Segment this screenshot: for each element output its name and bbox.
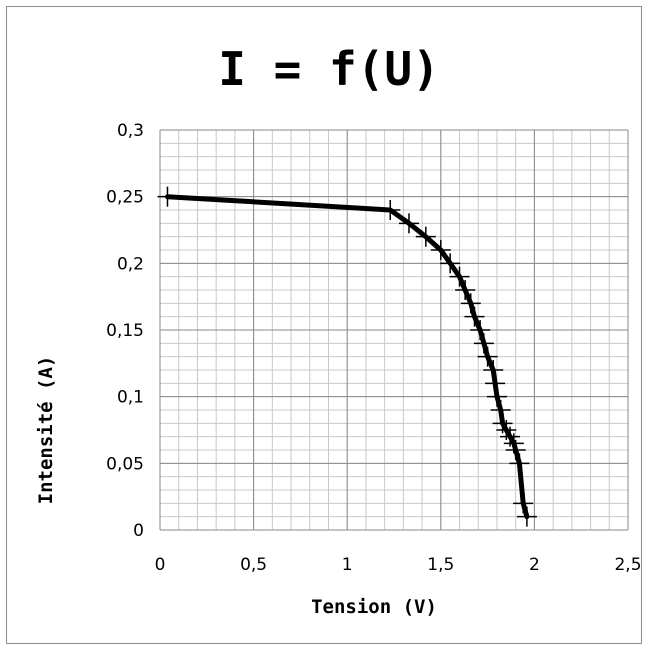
data-point (157, 186, 178, 207)
x-axis-label: Tension (V) (311, 596, 437, 618)
y-tick-label: 0,3 (117, 121, 144, 141)
data-point (505, 440, 526, 460)
data-point (473, 333, 494, 354)
data-point (470, 320, 491, 340)
y-tick-label: 0,2 (117, 254, 144, 274)
y-tick-label: 0,25 (106, 188, 144, 208)
y-tick-label: 0,05 (106, 454, 144, 474)
x-tick-label: 1,5 (427, 555, 454, 575)
y-tick-label: 0,15 (106, 321, 144, 341)
chart-title: I = f(U) (218, 42, 440, 96)
data-point (490, 400, 511, 420)
data-point (486, 386, 507, 407)
y-tick-label: 0 (133, 521, 144, 541)
data-point (449, 266, 470, 287)
data-point (415, 226, 436, 247)
x-tick-label: 2 (529, 555, 540, 575)
data-point (440, 253, 461, 274)
data-point (460, 293, 481, 314)
x-axis-ticks: 0 0,5 1 1,5 2 2,5 (155, 555, 642, 575)
data-point (513, 493, 534, 514)
y-axis-label: Intensité (A) (35, 356, 57, 505)
x-tick-label: 0,5 (240, 555, 267, 575)
y-tick-label: 0,1 (117, 388, 144, 408)
data-series (157, 186, 537, 527)
data-point (398, 213, 419, 234)
x-tick-label: 0 (155, 555, 166, 575)
data-point (455, 280, 476, 300)
x-tick-label: 1 (342, 555, 353, 575)
data-point (483, 360, 504, 380)
data-point (509, 453, 530, 474)
data-point (485, 373, 506, 394)
x-tick-label: 2,5 (614, 555, 641, 575)
major-gridlines (159, 129, 629, 531)
y-axis-ticks: 0 0,05 0,1 0,15 0,2 0,25 0,3 (106, 121, 144, 541)
data-point (430, 240, 451, 260)
data-point (380, 200, 401, 220)
data-point (477, 346, 498, 367)
data-point (516, 506, 537, 527)
data-point (464, 306, 485, 327)
chart-frame (6, 6, 642, 644)
